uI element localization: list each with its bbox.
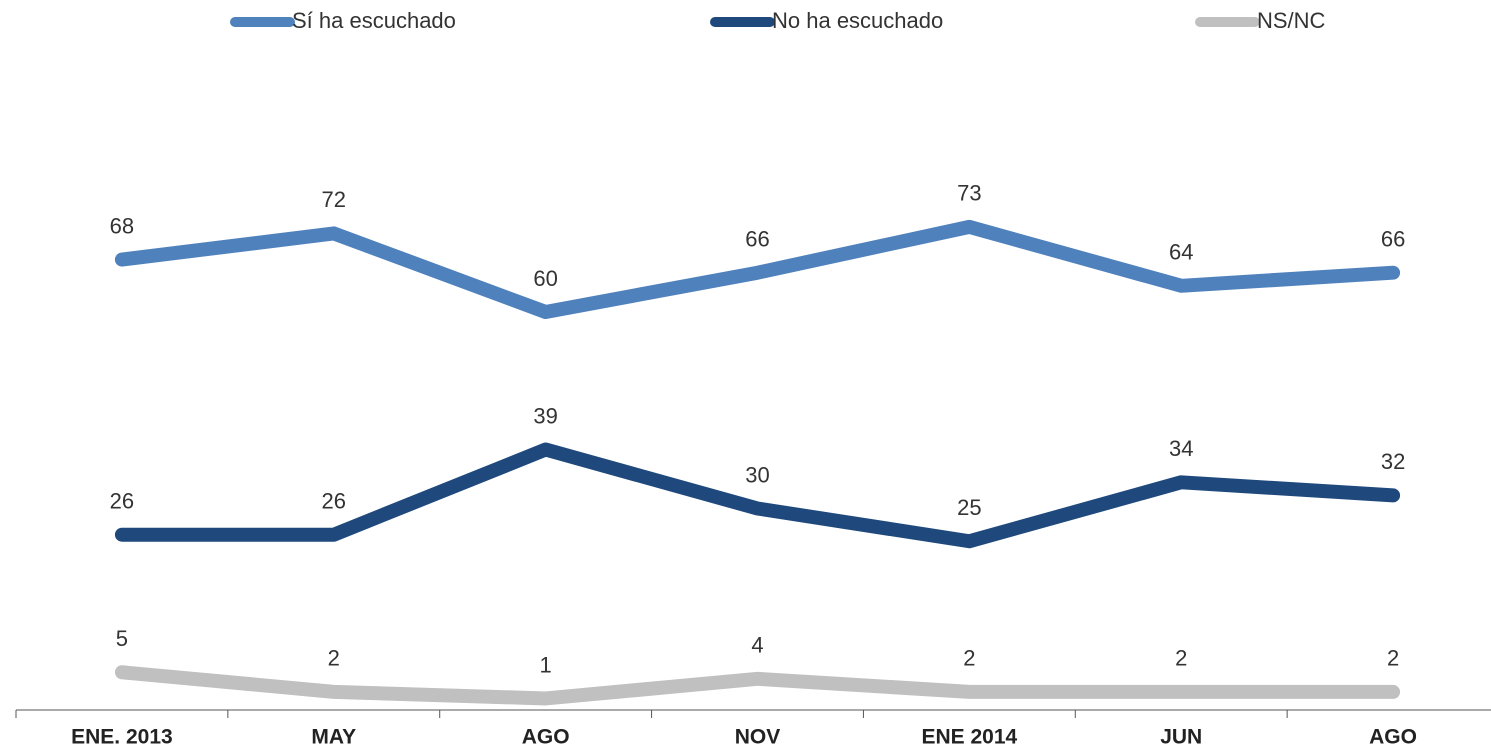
x-tick-label: ENE. 2013 — [71, 726, 173, 749]
data-label: 4 — [751, 633, 763, 658]
x-tick-label: AGO — [522, 726, 570, 749]
data-label: 25 — [957, 495, 981, 520]
x-tick-label: MAY — [311, 726, 356, 749]
x-tick-label: ENE 2014 — [921, 726, 1017, 749]
data-label: 5 — [116, 626, 128, 651]
data-label: 73 — [957, 181, 981, 206]
data-label: 2 — [1387, 646, 1399, 671]
data-label: 1 — [540, 652, 552, 677]
x-tick-label: AGO — [1369, 726, 1417, 749]
series-line — [114, 219, 1401, 319]
x-tick-label: JUN — [1160, 726, 1202, 749]
legend-label: Sí ha escuchado — [292, 8, 456, 33]
x-tick-label: NOV — [735, 726, 781, 749]
data-label: 66 — [745, 227, 769, 252]
data-label: 68 — [110, 213, 134, 238]
data-label: 2 — [963, 646, 975, 671]
legend-label: NS/NC — [1257, 8, 1326, 33]
data-label: 72 — [322, 187, 346, 212]
series-line — [114, 442, 1401, 549]
data-label: 2 — [1175, 646, 1187, 671]
series-line — [114, 665, 1401, 706]
data-label: 66 — [1381, 227, 1405, 252]
data-label: 30 — [745, 462, 769, 487]
data-label: 26 — [322, 489, 346, 514]
data-label: 32 — [1381, 449, 1405, 474]
data-label: 64 — [1169, 240, 1193, 265]
data-label: 34 — [1169, 436, 1193, 461]
data-label: 60 — [533, 266, 557, 291]
legend-label: No ha escuchado — [772, 8, 943, 33]
data-label: 26 — [110, 489, 134, 514]
data-label: 2 — [328, 646, 340, 671]
data-label: 39 — [533, 403, 557, 428]
